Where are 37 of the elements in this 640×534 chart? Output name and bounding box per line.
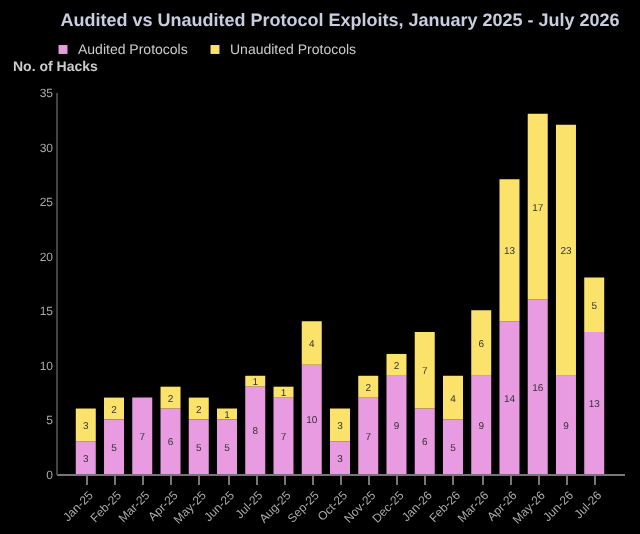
bar [358, 375, 379, 398]
bar [273, 386, 294, 398]
bar [555, 375, 576, 474]
bar [442, 375, 463, 420]
bar [330, 408, 350, 442]
bar [104, 397, 125, 420]
bar [160, 408, 181, 474]
bar [527, 113, 548, 300]
bar [301, 364, 322, 474]
bar [555, 124, 576, 376]
bar [188, 419, 209, 474]
bar [442, 419, 463, 474]
bar [75, 408, 96, 442]
bar [132, 397, 153, 474]
bar [188, 397, 209, 420]
bar [358, 397, 379, 474]
bar [499, 179, 520, 322]
bar [414, 408, 435, 474]
bar [75, 441, 96, 474]
bar [301, 321, 322, 365]
bar [584, 277, 605, 333]
bar [527, 299, 548, 474]
bar [245, 386, 266, 474]
bar [499, 321, 520, 474]
bar [471, 310, 492, 376]
bar [386, 375, 407, 474]
bar [386, 353, 407, 376]
chart-title: Audited vs Unaudited Protocol Exploits, January 2025 - July 2026 [60, 10, 620, 30]
bar [217, 419, 238, 474]
bar [414, 332, 435, 409]
bar [584, 332, 605, 474]
bar [273, 397, 294, 474]
bar [104, 419, 125, 474]
bar [245, 375, 266, 387]
bar [330, 441, 350, 474]
bar [471, 375, 492, 474]
bar [160, 386, 181, 409]
